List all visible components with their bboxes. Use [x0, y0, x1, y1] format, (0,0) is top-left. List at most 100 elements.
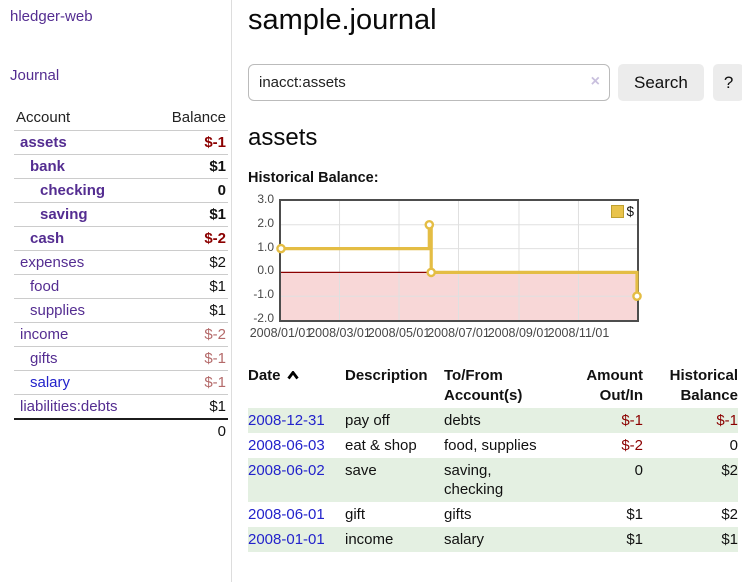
transaction-date-link[interactable]: 2008-06-01	[248, 506, 325, 523]
account-balance: $1	[209, 206, 226, 223]
transaction-row: 2008-12-31 pay off debts $-1 $-1	[248, 408, 738, 433]
legend-swatch-icon	[611, 205, 625, 218]
transaction-accounts: gifts	[444, 506, 472, 523]
transaction-amount: $1	[626, 506, 643, 523]
register-table: Date Description To/From Account(s) Amou…	[248, 364, 738, 552]
account-balance: $1	[209, 158, 226, 175]
search-form: × Search ?	[248, 64, 742, 101]
account-row: checking 0	[14, 178, 228, 202]
account-balance: $1	[209, 398, 226, 415]
x-axis-tick-label: 2008/03/01	[308, 326, 371, 340]
account-row: cash $-2	[14, 226, 228, 250]
account-row: supplies $1	[14, 298, 228, 322]
balance-chart: 3.0 2.0 1.0 0.0 -1.0 -2.0 $ 2008/01/01 2008/03…	[248, 192, 726, 345]
transaction-balance: 0	[729, 437, 738, 454]
account-link-saving[interactable]: saving	[40, 206, 88, 223]
account-link-cash[interactable]: cash	[30, 230, 65, 247]
x-axis-tick-label: 2008/09/01	[487, 326, 551, 340]
column-header-amount[interactable]: Amount Out/In	[586, 367, 643, 404]
help-button[interactable]: ?	[712, 64, 742, 101]
chart-title: Historical Balance:	[248, 170, 379, 186]
transaction-description: save	[345, 462, 377, 479]
transaction-date-link[interactable]: 2008-12-31	[248, 412, 325, 429]
x-axis-tick-label: 2008/05/01	[367, 326, 431, 340]
search-input[interactable]	[248, 64, 610, 101]
x-axis-tick-label: 2008/07/01	[427, 326, 490, 340]
account-balance: $2	[209, 254, 226, 271]
transaction-date-link[interactable]: 2008-01-01	[248, 531, 325, 548]
account-balance: $-1	[204, 350, 226, 367]
column-header-accounts[interactable]: To/From Account(s)	[444, 367, 523, 404]
account-link-assets[interactable]: assets	[20, 134, 67, 151]
sidebar-item-journal[interactable]: Journal	[10, 67, 60, 84]
clear-search-icon[interactable]: ×	[590, 73, 600, 90]
transaction-amount: $-1	[621, 412, 643, 429]
x-axis-tick-label: 2008/01/01	[249, 326, 313, 340]
transaction-amount: $-2	[621, 437, 643, 454]
chart-plot-area: $	[276, 199, 642, 322]
account-row: saving $1	[14, 202, 228, 226]
y-axis-tick-label: -1.0	[253, 287, 274, 302]
main-content: sample.journal × Search ? assets Histori…	[232, 0, 742, 582]
register-header-row: Date Description To/From Account(s) Amou…	[248, 364, 738, 408]
transaction-amount: 0	[634, 462, 643, 479]
transaction-row: 2008-06-02 save saving, checking 0 $2	[248, 458, 738, 502]
chart-canvas	[276, 201, 642, 320]
account-balance: $1	[209, 302, 226, 319]
column-header-description[interactable]: Description	[345, 367, 428, 384]
account-row: salary $-1	[14, 370, 228, 394]
accounts-table: Account Balance assets $-1 bank $1 checking 0…	[14, 106, 228, 443]
transaction-balance: $1	[721, 531, 738, 548]
column-header-date[interactable]: Date	[248, 364, 345, 408]
y-axis-tick-label: 0.0	[257, 263, 274, 278]
y-axis-tick-label: 3.0	[257, 192, 274, 206]
account-link-expenses[interactable]: expenses	[20, 254, 85, 271]
transaction-accounts: food, supplies	[444, 437, 537, 454]
account-column-header: Account	[16, 109, 71, 126]
account-heading: assets	[248, 124, 318, 151]
account-balance: $-2	[204, 326, 226, 343]
account-link-checking[interactable]: checking	[40, 182, 106, 199]
brand-link[interactable]: hledger-web	[10, 8, 93, 25]
account-link-bank[interactable]: bank	[30, 158, 66, 175]
account-link-salary[interactable]: salary	[30, 374, 71, 391]
column-header-balance[interactable]: Historical Balance	[669, 367, 738, 404]
transaction-row: 2008-01-01 income salary $1 $1	[248, 527, 738, 552]
account-row: expenses $2	[14, 250, 228, 274]
account-row: income $-2	[14, 322, 228, 346]
y-axis-tick-label: 2.0	[257, 215, 274, 230]
search-button[interactable]: Search	[618, 64, 704, 101]
transaction-description: income	[345, 531, 394, 548]
account-link-gifts[interactable]: gifts	[30, 350, 58, 367]
transaction-description: eat & shop	[345, 437, 417, 454]
account-link-liabilities-debts[interactable]: liabilities:debts	[20, 398, 118, 415]
x-axis-tick-label: 2008/11/01	[547, 326, 610, 340]
account-row: liabilities:debts $1	[14, 394, 228, 418]
y-axis-tick-label: 1.0	[257, 239, 274, 254]
transaction-accounts: saving, checking	[444, 462, 504, 498]
accounts-total: 0	[14, 418, 228, 443]
transaction-accounts: debts	[444, 412, 481, 429]
account-link-food[interactable]: food	[30, 278, 60, 295]
transaction-description: pay off	[345, 412, 390, 429]
transaction-balance: $2	[721, 506, 738, 523]
account-balance: 0	[217, 182, 226, 199]
page-title: sample.journal	[248, 4, 437, 36]
accounts-table-header: Account Balance	[14, 106, 228, 130]
account-row: bank $1	[14, 154, 228, 178]
transaction-date-link[interactable]: 2008-06-02	[248, 462, 325, 479]
account-link-supplies[interactable]: supplies	[30, 302, 86, 319]
sort-asc-icon	[286, 370, 299, 380]
chart-legend: $	[611, 204, 634, 219]
account-row: gifts $-1	[14, 346, 228, 370]
account-link-income[interactable]: income	[20, 326, 69, 343]
account-balance: $-1	[204, 134, 226, 151]
transaction-date-link[interactable]: 2008-06-03	[248, 437, 325, 454]
transaction-balance: $2	[721, 462, 738, 479]
account-balance: $-1	[204, 374, 226, 391]
transaction-row: 2008-06-01 gift gifts $1 $2	[248, 502, 738, 527]
account-row: assets $-1	[14, 130, 228, 154]
account-row: food $1	[14, 274, 228, 298]
balance-column-header: Balance	[171, 109, 226, 126]
